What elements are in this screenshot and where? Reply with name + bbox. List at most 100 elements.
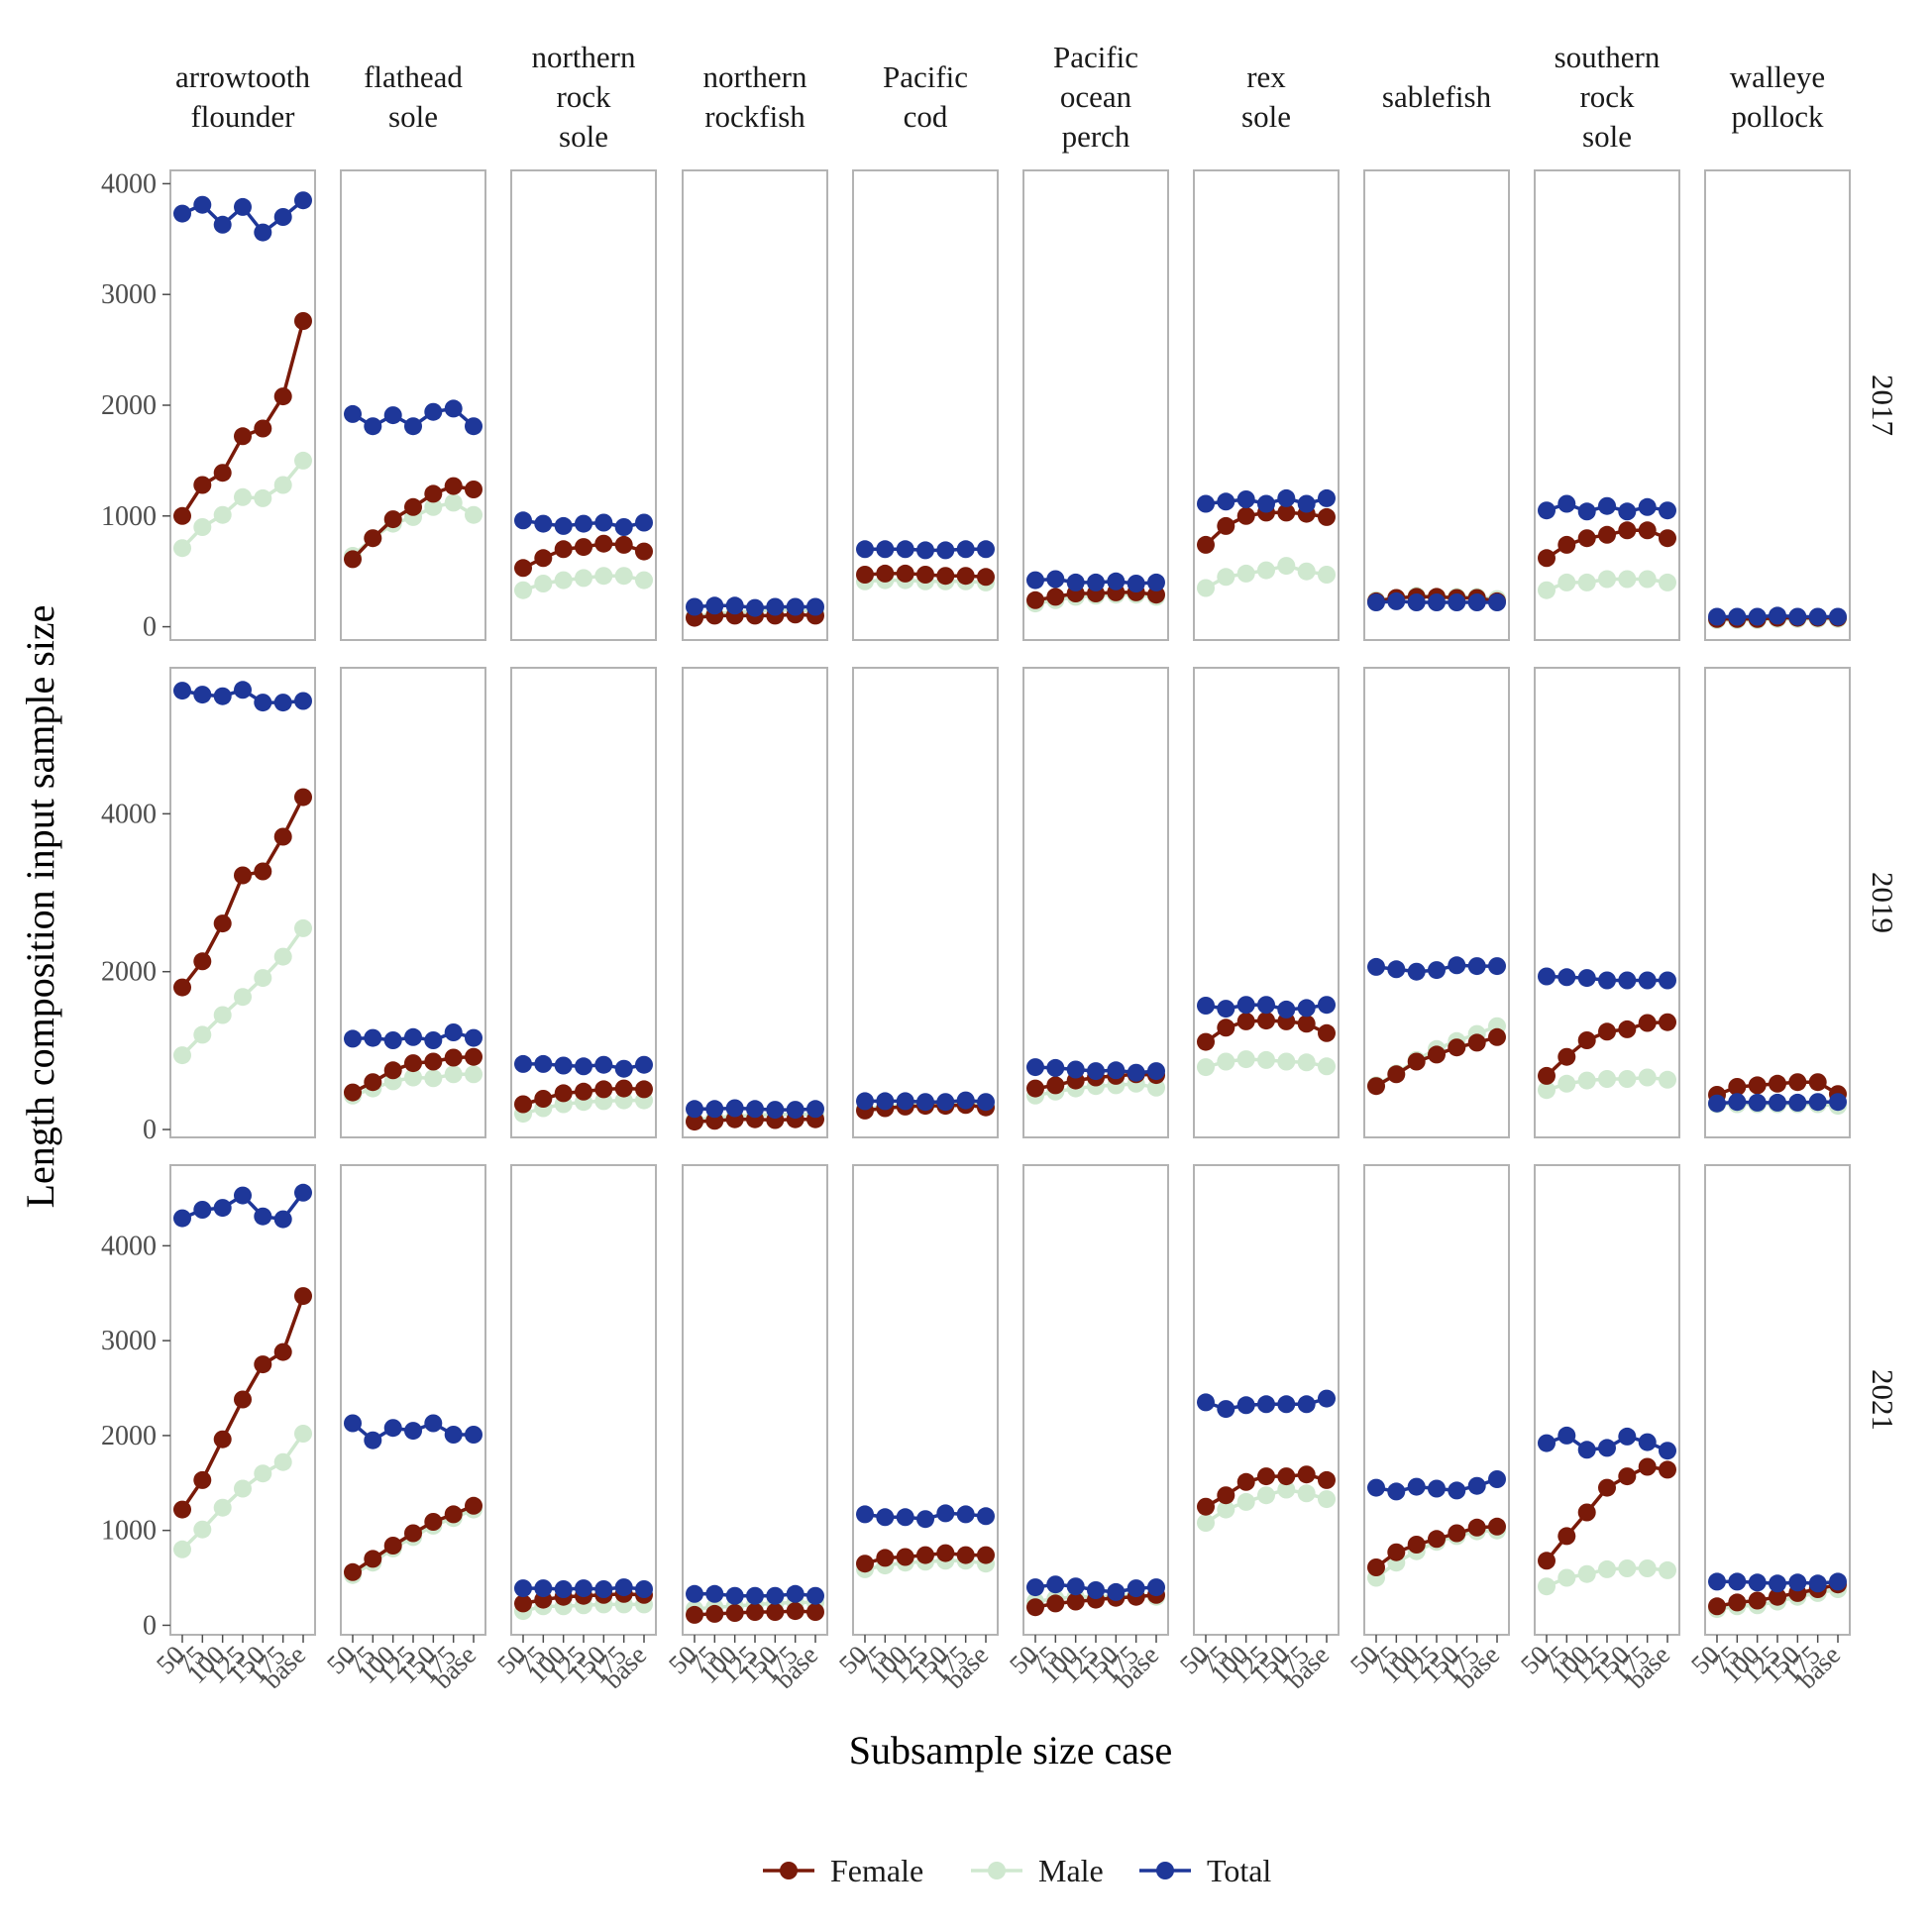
legend-item-female: Female xyxy=(763,1853,923,1888)
panel-border xyxy=(1363,169,1510,641)
point-total xyxy=(1066,573,1085,591)
point-total xyxy=(1127,575,1145,592)
point-total xyxy=(1107,572,1126,590)
panel-sablefish-2019 xyxy=(1363,667,1510,1138)
point-female xyxy=(614,1079,633,1098)
point-total xyxy=(1318,996,1336,1015)
point-total xyxy=(534,514,553,533)
point-female xyxy=(193,952,212,971)
point-total xyxy=(404,1422,422,1441)
point-female xyxy=(1538,549,1556,568)
point-male xyxy=(1197,579,1215,597)
point-total xyxy=(1728,1093,1747,1112)
point-total xyxy=(234,1186,252,1205)
panel-border xyxy=(1363,667,1510,1138)
point-total xyxy=(424,402,443,421)
point-total xyxy=(364,1431,382,1449)
point-male xyxy=(173,1046,191,1065)
panel-border xyxy=(1022,1164,1169,1636)
point-total xyxy=(173,682,191,700)
point-female xyxy=(383,1061,402,1080)
point-female xyxy=(424,1052,443,1071)
point-total xyxy=(725,596,744,615)
point-female xyxy=(1618,1467,1637,1486)
y-tick-label: 4000 xyxy=(101,1231,157,1261)
y-tick-label: 0 xyxy=(143,1610,157,1641)
point-female xyxy=(1659,1460,1676,1479)
point-total xyxy=(896,1508,914,1527)
point-total xyxy=(686,597,703,616)
point-total xyxy=(1448,956,1466,975)
point-male xyxy=(1236,1492,1255,1511)
point-male xyxy=(534,575,553,592)
point-total xyxy=(254,694,272,712)
point-total xyxy=(1788,607,1807,626)
point-male xyxy=(1277,1052,1296,1071)
point-male xyxy=(234,1479,252,1498)
x-axis-title: Subsample size case xyxy=(849,1728,1173,1772)
point-total xyxy=(1026,1058,1044,1077)
panel-southern-rock-sole-2019 xyxy=(1534,667,1680,1138)
point-female xyxy=(213,464,232,483)
column-strip-label-flathead-sole: flathead sole xyxy=(364,59,463,134)
point-female xyxy=(364,529,382,548)
point-total xyxy=(956,540,975,559)
point-total xyxy=(1638,971,1657,990)
point-female xyxy=(876,1549,895,1567)
point-total xyxy=(856,540,874,559)
point-female xyxy=(1217,1019,1235,1037)
point-total xyxy=(1297,1395,1316,1414)
point-total xyxy=(1407,593,1426,611)
point-female xyxy=(1197,535,1215,554)
point-total xyxy=(234,681,252,699)
point-total xyxy=(444,1023,463,1041)
point-total xyxy=(344,1029,362,1048)
point-female xyxy=(173,978,191,997)
point-female xyxy=(344,550,362,569)
point-female xyxy=(344,1562,362,1581)
panel-border xyxy=(852,169,999,641)
point-total xyxy=(1407,962,1426,981)
point-female xyxy=(1428,1045,1446,1064)
panel-border xyxy=(510,1164,657,1636)
point-total xyxy=(424,1031,443,1049)
point-female xyxy=(977,568,995,587)
point-total xyxy=(614,518,633,536)
point-total xyxy=(705,596,724,615)
point-female xyxy=(273,387,292,406)
point-total xyxy=(1407,1477,1426,1496)
point-female xyxy=(1236,506,1255,525)
point-male xyxy=(273,1452,292,1471)
point-male xyxy=(1297,1053,1316,1072)
point-female xyxy=(1577,1031,1596,1049)
panel-border xyxy=(1022,169,1169,641)
point-female xyxy=(686,1605,703,1624)
point-male xyxy=(1297,1484,1316,1503)
point-total xyxy=(1236,490,1255,508)
point-male xyxy=(1659,1560,1676,1579)
point-total xyxy=(786,1101,805,1120)
point-total xyxy=(1046,1058,1065,1077)
point-total xyxy=(1748,1093,1767,1112)
point-male xyxy=(1217,1052,1235,1071)
point-total xyxy=(1708,607,1726,626)
point-male xyxy=(1557,1074,1576,1093)
point-female xyxy=(594,1080,613,1099)
point-female xyxy=(294,312,312,330)
point-female xyxy=(1488,1027,1506,1046)
panel-border xyxy=(682,667,828,1138)
point-male xyxy=(1538,1081,1556,1100)
point-male xyxy=(1557,1568,1576,1587)
point-total xyxy=(575,514,592,533)
column-strip-label-walleye-pollock: walleye pollock xyxy=(1730,59,1825,134)
point-total xyxy=(936,541,955,560)
point-total xyxy=(1659,971,1676,990)
panel-border xyxy=(1363,1164,1510,1636)
legend-label: Female xyxy=(830,1853,923,1888)
point-male xyxy=(1318,1490,1336,1509)
point-total xyxy=(1428,593,1446,611)
